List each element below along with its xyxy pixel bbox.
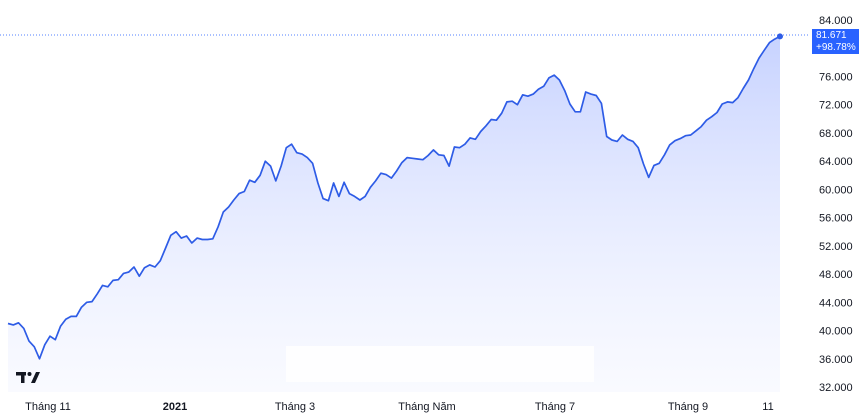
x-tick-label: Tháng 11 (25, 401, 71, 413)
x-tick-label: 2021 (163, 401, 187, 413)
price-series-line (7, 35, 781, 360)
last-price-dot (777, 33, 783, 40)
y-tick-label: 72.000 (819, 100, 853, 112)
x-axis: Tháng 11 2021 Tháng 3 Tháng Năm Tháng 7 Tháng… (25, 401, 774, 413)
x-tick-label: Tháng 9 (668, 401, 708, 413)
y-tick-label: 52.000 (819, 241, 853, 253)
y-tick-label: 44.000 (819, 297, 853, 309)
x-tick-label: Tháng Năm (398, 401, 455, 413)
y-tick-label: 32.000 (819, 382, 853, 394)
last-price-badge: 81.671 +98.78% (812, 29, 859, 54)
area-fill (8, 36, 780, 393)
y-tick-label: 76.000 (819, 71, 853, 83)
last-price-change: +98.78% (816, 42, 856, 53)
x-tick-label: Tháng 3 (275, 401, 315, 413)
y-tick-label: 36.000 (819, 354, 853, 366)
x-tick-label: 11 (762, 401, 773, 413)
tradingview-logo-icon[interactable] (14, 366, 44, 388)
last-price-value: 81.671 (816, 30, 847, 41)
y-tick-label: 60.000 (819, 184, 853, 196)
y-tick-label: 56.000 (819, 213, 853, 225)
y-tick-label: 40.000 (819, 326, 853, 338)
y-tick-label: 64.000 (819, 156, 853, 168)
y-tick-label: 84.000 (819, 15, 853, 27)
y-tick-label: 68.000 (819, 128, 853, 140)
overlay-panel (286, 346, 594, 382)
x-tick-label: Tháng 7 (535, 401, 575, 413)
y-axis: 84.00080.00076.00072.00068.00064.00060.0… (819, 15, 853, 394)
y-tick-label: 48.000 (819, 269, 853, 281)
